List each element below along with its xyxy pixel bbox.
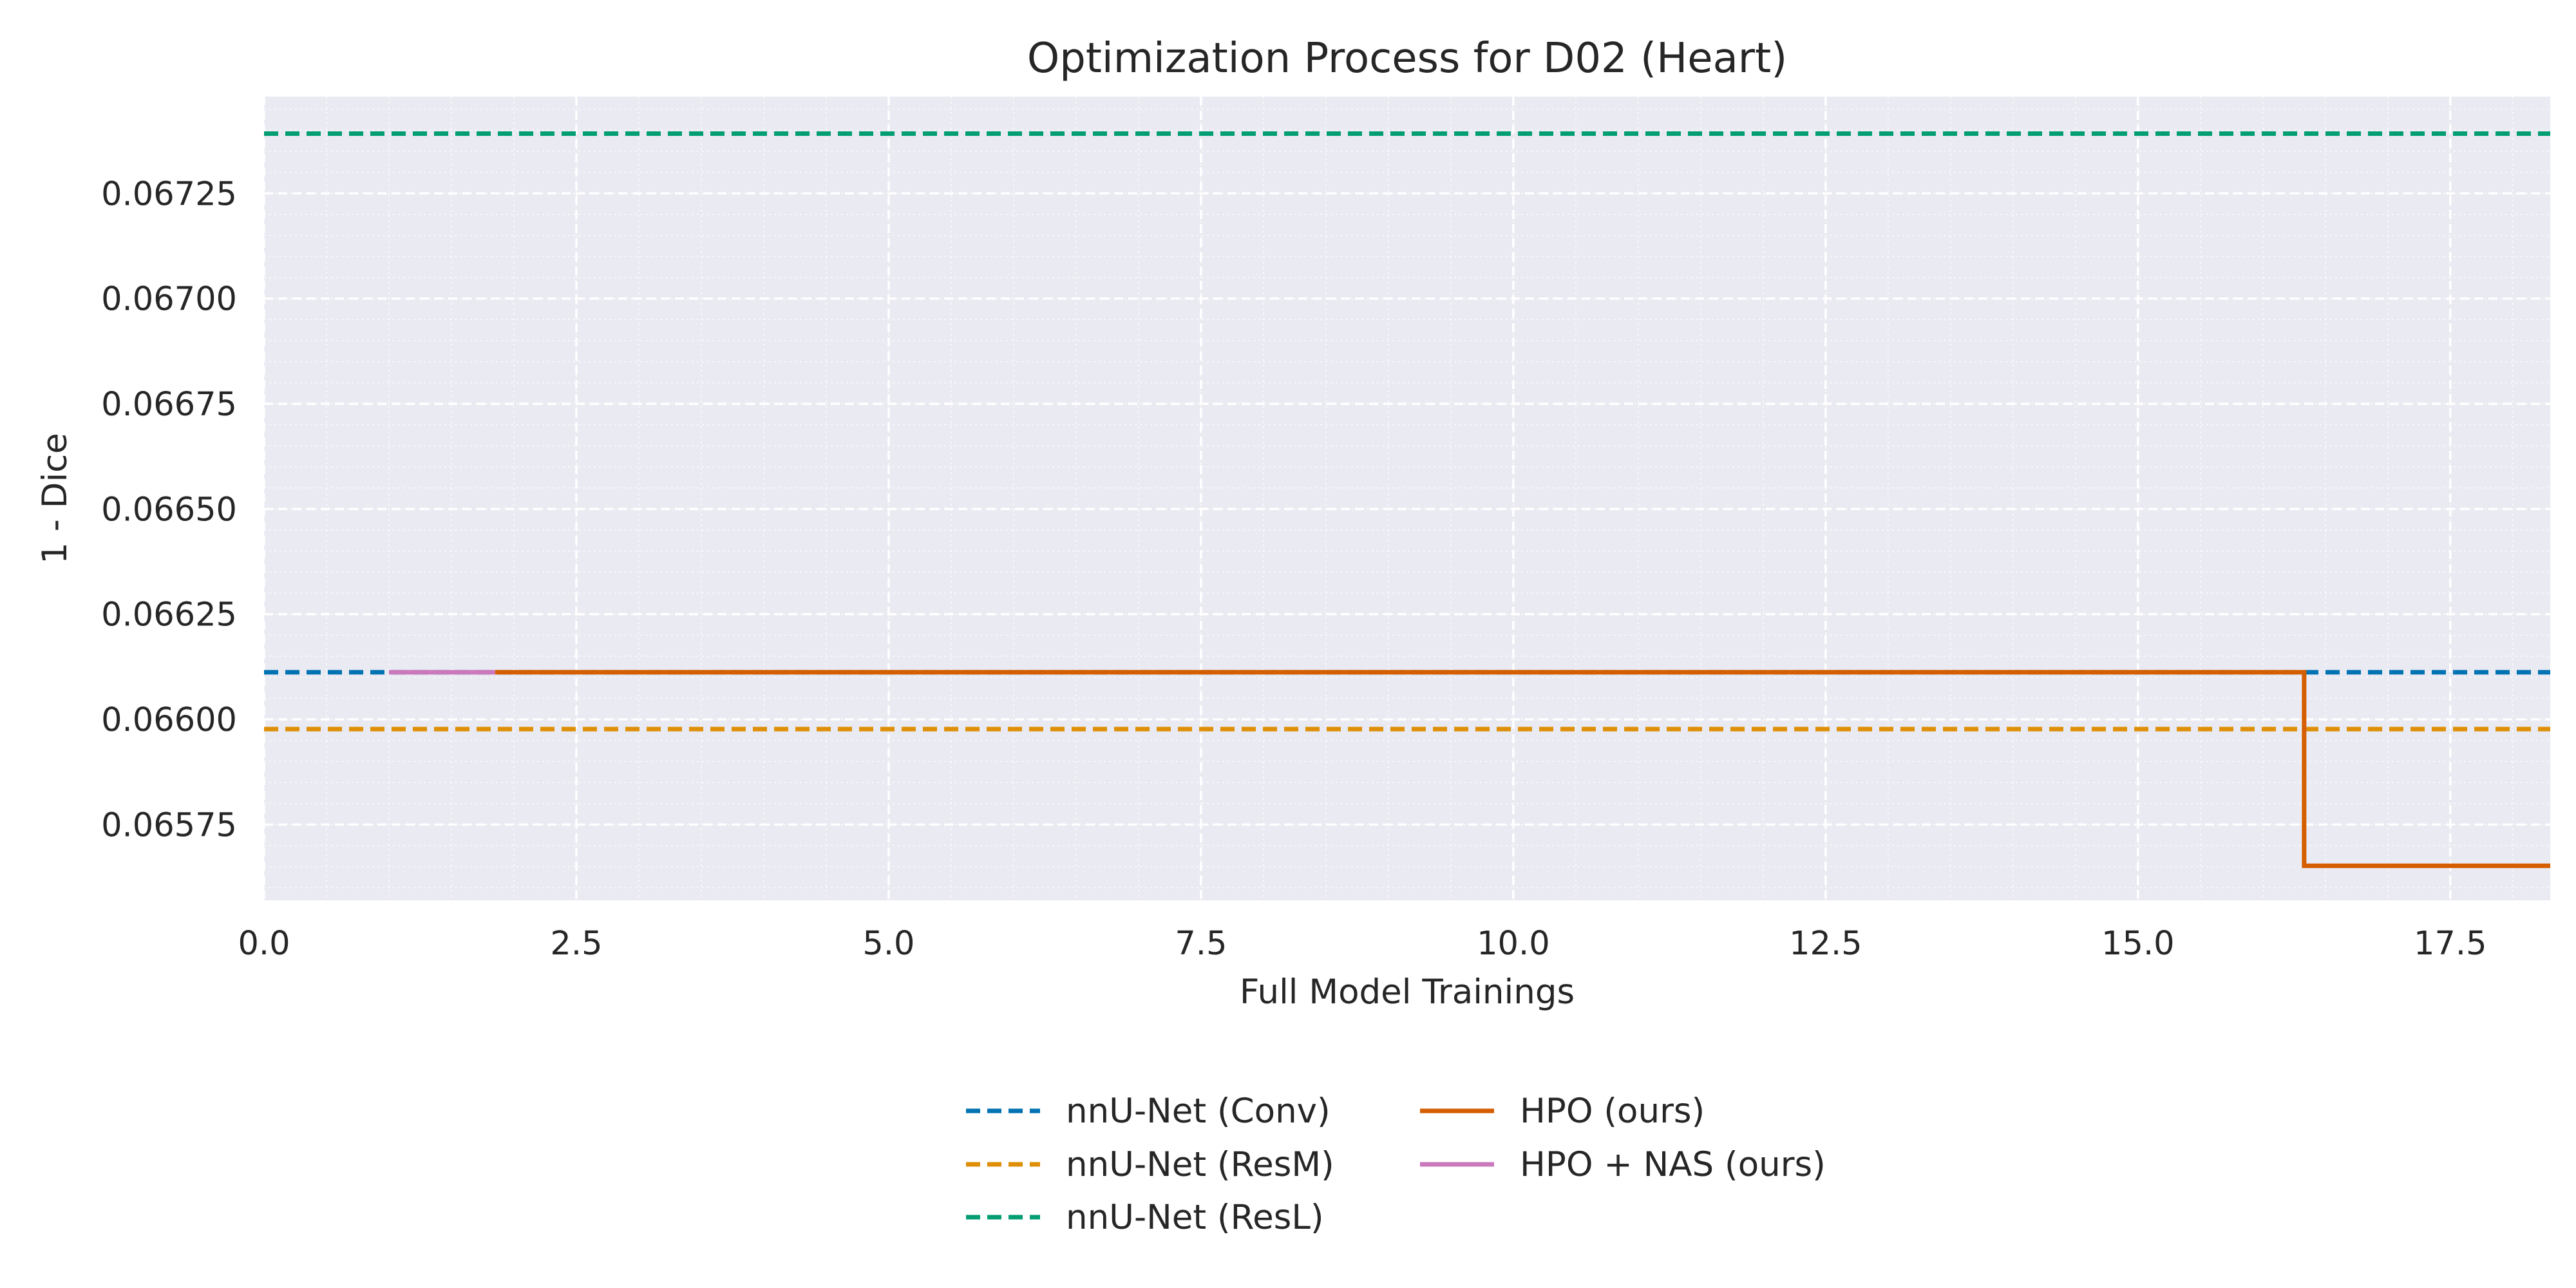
x-tick-label: 17.5 — [2414, 925, 2487, 963]
y-axis-label: 1 - Dice — [35, 433, 75, 564]
legend-label: nnU-Net (Conv) — [1066, 1092, 1331, 1131]
series-hpo-ours-line — [495, 670, 2550, 868]
x-axis-label: Full Model Trainings — [1240, 972, 1575, 1012]
legend-item-hpo-ours: HPO (ours) — [1420, 1092, 1705, 1131]
y-tick-label: 0.06625 — [101, 596, 237, 634]
chart-title: Optimization Process for D02 (Heart) — [1027, 35, 1787, 82]
major-gridlines — [263, 97, 2550, 900]
legend-label: HPO (ours) — [1520, 1092, 1705, 1131]
plot-area — [264, 97, 2550, 900]
legend: nnU-Net (Conv) nnU-Net (ResM) nnU-Net (Res… — [966, 1092, 1826, 1237]
y-tick-label: 0.06675 — [101, 386, 237, 424]
x-tick-label: 0.0 — [238, 925, 290, 963]
legend-item-hpo-nas-ours: HPO + NAS (ours) — [1420, 1145, 1826, 1184]
y-tick-label: 0.06725 — [101, 175, 237, 213]
x-tick-label: 10.0 — [1477, 925, 1550, 963]
legend-label: nnU-Net (ResM) — [1066, 1145, 1334, 1184]
x-tick-label: 5.0 — [862, 925, 914, 963]
y-tick-label: 0.06700 — [101, 281, 237, 319]
x-tick-label: 15.0 — [2101, 925, 2175, 963]
y-tick-label: 0.06575 — [101, 806, 237, 844]
x-tick-label: 12.5 — [1789, 925, 1862, 963]
legend-item-nnu-net-resl: nnU-Net (ResL) — [966, 1198, 1324, 1237]
y-tick-labels: 0.06575 0.06600 0.06625 0.06650 0.06675 0.067… — [101, 175, 237, 844]
legend-label: nnU-Net (ResL) — [1066, 1198, 1324, 1237]
x-tick-label: 2.5 — [550, 925, 602, 963]
y-tick-label: 0.06650 — [101, 491, 237, 529]
x-tick-label: 7.5 — [1175, 925, 1227, 963]
x-tick-labels: 0.0 2.5 5.0 7.5 10.0 12.5 15.0 17.5 — [238, 925, 2486, 963]
legend-label: HPO + NAS (ours) — [1520, 1145, 1826, 1184]
legend-item-nnu-net-resm: nnU-Net (ResM) — [966, 1145, 1334, 1184]
series-layer — [264, 131, 2550, 868]
y-tick-label: 0.06600 — [101, 701, 237, 739]
legend-item-nnu-net-conv: nnU-Net (Conv) — [966, 1092, 1331, 1131]
